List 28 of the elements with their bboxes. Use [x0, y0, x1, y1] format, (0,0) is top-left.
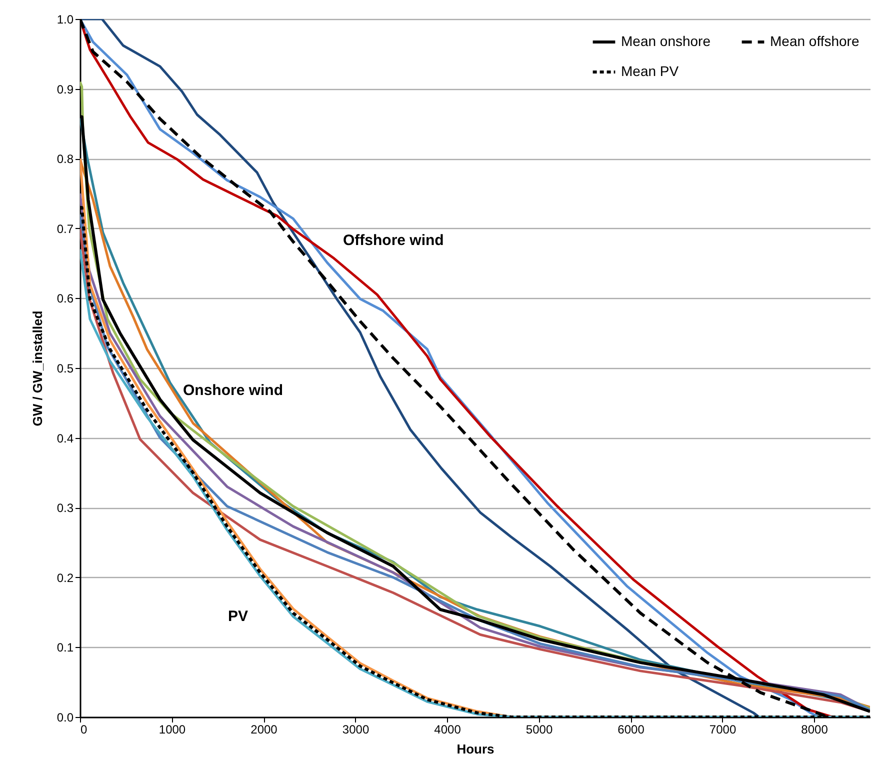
x-tick-label: 7000: [709, 722, 736, 736]
y-tick-label: 1.0: [56, 12, 74, 26]
annotation: PV: [228, 608, 248, 625]
annotation: Onshore wind: [183, 382, 284, 399]
x-tick-label: 3000: [342, 722, 370, 736]
x-tick-label: 0: [80, 722, 88, 736]
y-axis-title: GW / GW_installed: [30, 310, 45, 426]
legend-label: Mean offshore: [770, 33, 860, 49]
x-tick-label: 8000: [801, 722, 828, 736]
y-tick-label: 0.6: [56, 292, 74, 306]
y-tick-label: 0.9: [56, 82, 74, 96]
y-tick-label: 0.4: [56, 431, 74, 446]
y-tick-label: 0.2: [56, 570, 74, 585]
legend-label: Mean onshore: [621, 33, 711, 49]
x-tick-label: 5000: [526, 722, 553, 736]
annotation: Offshore wind: [343, 232, 444, 249]
x-tick-label: 1000: [158, 722, 186, 736]
x-tick-label: 4000: [434, 722, 462, 736]
y-tick-label: 0.3: [56, 501, 74, 516]
y-tick-label: 0.0: [56, 710, 74, 724]
x-axis-title: Hours: [456, 742, 494, 756]
y-tick-label: 0.1: [56, 640, 74, 655]
x-tick-label: 6000: [618, 722, 645, 736]
x-tick-label: 2000: [250, 722, 278, 736]
y-tick-label: 0.8: [56, 152, 74, 166]
y-tick-label: 0.7: [56, 222, 74, 236]
y-tick-label: 0.5: [56, 362, 74, 376]
legend-label: Mean PV: [621, 63, 680, 79]
